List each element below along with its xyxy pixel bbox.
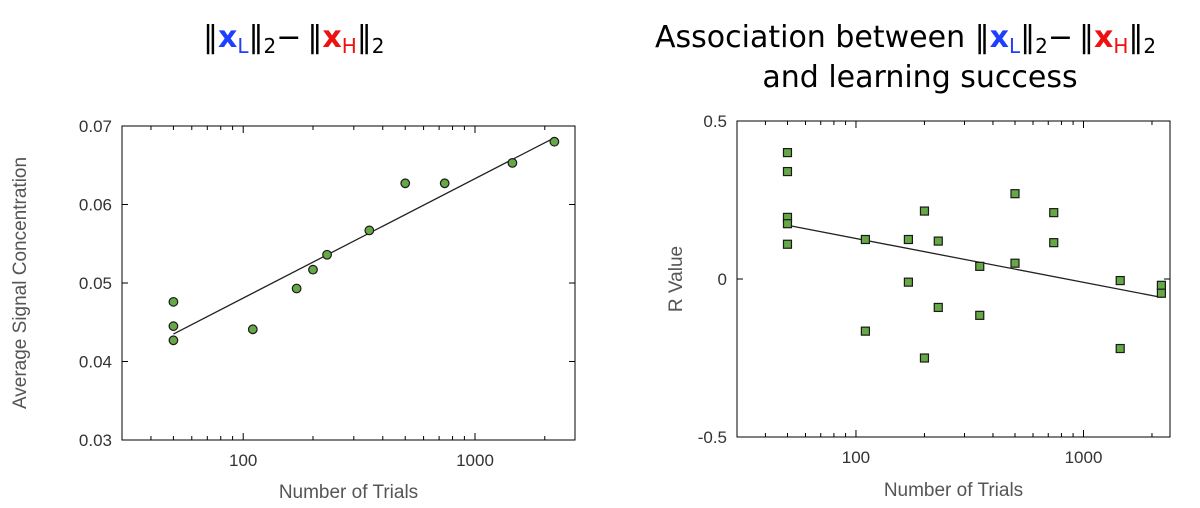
minus-sign: − (1048, 20, 1073, 55)
data-point (364, 225, 375, 236)
data-point (860, 326, 870, 336)
x-axis-label: Number of Trials (884, 480, 1023, 501)
right-scatter-chart: 100 1000 -0.5 0 0.5 Number of Trials R Value (666, 112, 1171, 501)
data-point (975, 261, 985, 271)
regression-line (173, 137, 555, 335)
x-tick-label: 1000 (456, 451, 494, 470)
data-point (975, 310, 985, 320)
x-tick-label: 1000 (1065, 448, 1103, 467)
y-tick-label: 0.06 (79, 196, 112, 215)
left-chart-title: ‖xL‖2− ‖xH‖2 (203, 20, 385, 58)
plot-frame (736, 120, 1171, 438)
L-subscript: L (1009, 34, 1021, 58)
x-L-symbol: x (218, 20, 237, 55)
data-point (933, 236, 943, 246)
data-point (291, 283, 302, 294)
data-point (400, 178, 411, 189)
data-point (168, 321, 179, 332)
x-H-symbol: x (1094, 20, 1113, 55)
data-point (860, 234, 870, 245)
data-point (782, 219, 793, 229)
data-point (549, 136, 560, 147)
title-prefix-text: Association between (655, 20, 975, 55)
data-point (322, 249, 332, 260)
L-subscript: L (237, 34, 249, 58)
regression-line (787, 224, 1162, 298)
y-tick-label: 0.03 (79, 431, 112, 450)
norm-bar: ‖ (975, 20, 990, 55)
data-point (1156, 280, 1167, 290)
data-point (933, 302, 943, 313)
norm-bar: ‖ (249, 20, 264, 55)
x-tick-label: 100 (229, 451, 257, 470)
data-point (1049, 238, 1059, 248)
data-point (1156, 288, 1167, 298)
norm-subscript: 2 (264, 34, 277, 58)
data-point (782, 166, 793, 177)
norm-bar: ‖ (1079, 20, 1094, 55)
norm-subscript: 2 (372, 34, 385, 58)
x-tick-label: 100 (842, 448, 870, 467)
data-point (247, 324, 258, 335)
data-point (903, 234, 914, 245)
y-tick-label: 0.07 (79, 117, 112, 136)
data-point (1010, 258, 1020, 268)
minus-sign: − (276, 20, 301, 55)
H-subscript: H (342, 34, 357, 58)
x-H-symbol: x (322, 20, 341, 55)
data-point (903, 277, 914, 287)
right-chart-title-line1: Association between ‖xL‖2− ‖xH‖2 (655, 20, 1156, 58)
left-scatter-chart: 100 1000 0.03 0.04 0.05 0.06 0.07 Number of Tri… (10, 117, 576, 503)
data-point (168, 335, 179, 346)
data-point (1115, 275, 1125, 286)
norm-bar: ‖ (357, 20, 372, 55)
data-point (308, 264, 318, 275)
data-point (507, 157, 518, 168)
plot-frame (121, 125, 576, 441)
data-point (782, 148, 793, 158)
norm-bar: ‖ (203, 20, 218, 55)
x-L-symbol: x (990, 20, 1009, 55)
norm-subscript: 2 (1035, 34, 1048, 58)
y-axis-label: Average Signal Concentration (10, 157, 31, 409)
y-axis-label: R Value (666, 246, 687, 312)
data-point (782, 239, 793, 249)
y-tick-label: 0.04 (79, 353, 112, 372)
norm-bar: ‖ (1128, 20, 1143, 55)
norm-subscript: 2 (1143, 34, 1156, 58)
x-axis-label: Number of Trials (279, 482, 418, 503)
data-point (1115, 343, 1125, 354)
y-tick-label: 0.5 (703, 112, 727, 131)
data-point (439, 178, 450, 189)
y-tick-label: 0 (718, 270, 727, 289)
right-chart-title-line2: and learning success (762, 60, 1077, 95)
y-tick-label: 0.05 (79, 274, 112, 293)
H-subscript: H (1113, 34, 1128, 58)
data-point (168, 296, 179, 307)
data-point (1049, 208, 1059, 218)
norm-bar: ‖ (307, 20, 322, 55)
y-tick-label: -0.5 (698, 428, 727, 447)
data-point (919, 206, 930, 216)
data-point (1010, 189, 1020, 199)
data-point (919, 353, 930, 363)
norm-bar: ‖ (1020, 20, 1035, 55)
